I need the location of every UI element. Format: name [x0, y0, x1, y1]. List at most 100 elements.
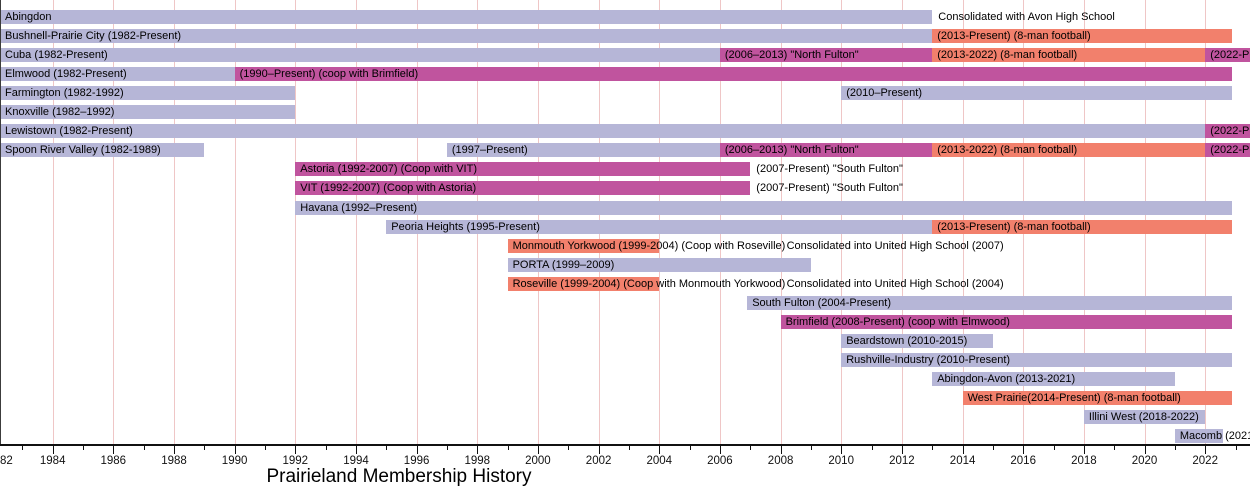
- minor-tick: [1053, 446, 1055, 450]
- segment-label: Macomb (2021-Pr: [1179, 430, 1250, 442]
- axis-tick-label: 2012: [889, 455, 915, 467]
- segment-label: Peoria Heights (1995-Present): [391, 221, 540, 233]
- major-tick: [901, 446, 903, 454]
- bar-segment: Brimfield (2008-Present) (coop with Elmw…: [780, 315, 1233, 329]
- timeline-row-rushville-industry: Rushville-Industry (2010-Present): [0, 353, 1250, 367]
- row-note: (2007-Present) "South Fulton": [756, 163, 903, 175]
- major-tick: [234, 446, 236, 454]
- axis-tick-label: 2014: [949, 455, 976, 467]
- bar-segment: (2013-Present) (8-man football): [932, 29, 1233, 43]
- timeline-row-vit: VIT (1992-2007) (Coop with Astoria) (2007…: [0, 181, 1250, 195]
- axis-tick-label: 1984: [39, 455, 66, 467]
- axis-tick-label: 1996: [403, 455, 430, 467]
- minor-tick: [810, 446, 812, 450]
- major-tick: [52, 446, 54, 454]
- major-tick: [295, 446, 297, 454]
- axis-tick-label: 2006: [707, 455, 733, 467]
- timeline-row-porta: PORTA (1999–2009): [0, 258, 1250, 272]
- bar-segment: Macomb (2021-Pr: [1174, 429, 1250, 443]
- gridline: [174, 0, 175, 445]
- bar-segment: Bushnell-Prairie City (1982-Present): [0, 29, 933, 43]
- major-tick: [1205, 446, 1207, 454]
- segment-label: Havana (1992–Present): [300, 202, 418, 214]
- minor-tick: [143, 446, 145, 450]
- segment-label: Illini West (2018-2022): [1088, 411, 1199, 423]
- bar-segment: (1990–Present) (coop with Brimfield): [234, 67, 1233, 81]
- major-tick: [416, 446, 418, 454]
- major-tick: [537, 446, 539, 454]
- bar-segment: Rushville-Industry (2010-Present): [841, 353, 1233, 367]
- major-tick: [962, 446, 964, 454]
- segment-label: Bushnell-Prairie City (1982-Present): [5, 30, 182, 42]
- major-tick: [113, 446, 115, 454]
- major-tick: [1023, 446, 1025, 454]
- major-tick: [598, 446, 600, 454]
- minor-tick: [568, 446, 570, 450]
- chart-title: Prairieland Membership History: [266, 466, 532, 487]
- bar-segment: Peoria Heights (1995-Present): [386, 220, 933, 234]
- gridline: [356, 0, 357, 445]
- timeline-row-roseville: Roseville (1999-2004) (Coop with Monmout…: [0, 277, 1250, 291]
- segment-label: South Fulton (2004-Present): [752, 297, 891, 309]
- segment-label: (2013-Present) (8-man football): [937, 30, 1091, 42]
- row-note: Consolidated into United High School (20…: [786, 240, 1004, 252]
- minor-tick: [689, 446, 691, 450]
- bar-segment: (2013-2022) (8-man football): [932, 48, 1206, 62]
- bar-segment: PORTA (1999–2009): [507, 258, 811, 272]
- minor-tick: [750, 446, 752, 450]
- bar-segment: (2022-Pre: [1205, 124, 1250, 138]
- minor-tick: [83, 446, 84, 450]
- segment-label: Abingdon-Avon (2013-2021): [937, 373, 1076, 385]
- axis-line: [0, 444, 1250, 446]
- timeline-row-abingdon-avon: Abingdon-Avon (2013-2021): [0, 372, 1250, 386]
- bar-segment: Roseville (1999-2004) (Coop with Monmout…: [507, 277, 785, 291]
- segment-label: (1997–Present): [451, 144, 528, 156]
- minor-tick: [932, 446, 934, 450]
- gridline: [295, 0, 297, 445]
- minor-tick: [446, 446, 448, 450]
- minor-tick: [1174, 446, 1176, 450]
- axis-tick-label: 2010: [828, 455, 854, 467]
- segment-label: (2022-Pre: [1210, 125, 1250, 137]
- major-tick: [719, 446, 721, 454]
- segment-label: (2013-2022) (8-man football): [937, 49, 1078, 61]
- axis-tick-label: 2018: [1071, 455, 1097, 467]
- major-tick: [174, 446, 175, 454]
- bar-segment: West Prairie(2014-Present) (8-man footba…: [962, 391, 1233, 405]
- axis-tick-label: 1990: [221, 455, 248, 467]
- bar-segment: VIT (1992-2007) (Coop with Astoria): [295, 181, 751, 195]
- segment-label: (2010–Present): [846, 87, 923, 99]
- bar-segment: South Fulton (2004-Present): [747, 296, 1233, 310]
- gridline: [113, 0, 115, 445]
- minor-tick: [325, 446, 327, 450]
- bar-segment: (2022-Pre: [1205, 48, 1250, 62]
- timeline-row-knoxville: Knoxville (1982–1992): [0, 105, 1250, 119]
- bar-segment: Abingdon: [0, 10, 933, 24]
- minor-tick: [1114, 446, 1116, 450]
- axis-tick-label: 1988: [161, 455, 187, 467]
- gridline: [234, 0, 236, 445]
- timeline-row-cuba: Cuba (1982-Present) (2006–2013) "North Fu…: [0, 48, 1250, 62]
- segment-label: Brimfield (2008-Present) (coop with Elmw…: [785, 316, 1010, 328]
- segment-label: (2022-Pre: [1210, 49, 1250, 61]
- segment-label: Farmington (1982-1992): [5, 87, 124, 99]
- segment-label: PORTA (1999–2009): [512, 259, 615, 271]
- axis-tick-label: 2002: [585, 455, 612, 467]
- timeline-row-illini-west: Illini West (2018-2022): [0, 410, 1250, 424]
- segment-label: (2022-Pre: [1210, 144, 1250, 156]
- axis-tick-label: 2004: [646, 455, 673, 467]
- axis-tick-label: 82: [0, 455, 13, 467]
- axis-tick-label: 1998: [464, 455, 491, 467]
- timeline-row-spoon-river-valley: Spoon River Valley (1982-1989) (1997–Pres…: [0, 143, 1250, 157]
- segment-label: West Prairie(2014-Present) (8-man footba…: [967, 392, 1181, 404]
- bar-segment: Elmwood (1982-Present): [0, 67, 235, 81]
- bar-segment: (2013-2022) (8-man football): [932, 143, 1206, 157]
- timeline-row-beardstown: Beardstown (2010-2015): [0, 334, 1250, 348]
- timeline-row-bushnell-prairie-city: Bushnell-Prairie City (1982-Present) (201…: [0, 29, 1250, 43]
- major-tick: [1144, 446, 1146, 454]
- bar-segment: (2006–2013) "North Fulton": [719, 143, 933, 157]
- segment-label: Rushville-Industry (2010-Present): [846, 354, 1011, 366]
- segment-label: Abingdon: [5, 11, 52, 23]
- bar-segment: (2013-Present) (8-man football): [932, 220, 1233, 234]
- segment-label: Elmwood (1982-Present): [5, 68, 127, 80]
